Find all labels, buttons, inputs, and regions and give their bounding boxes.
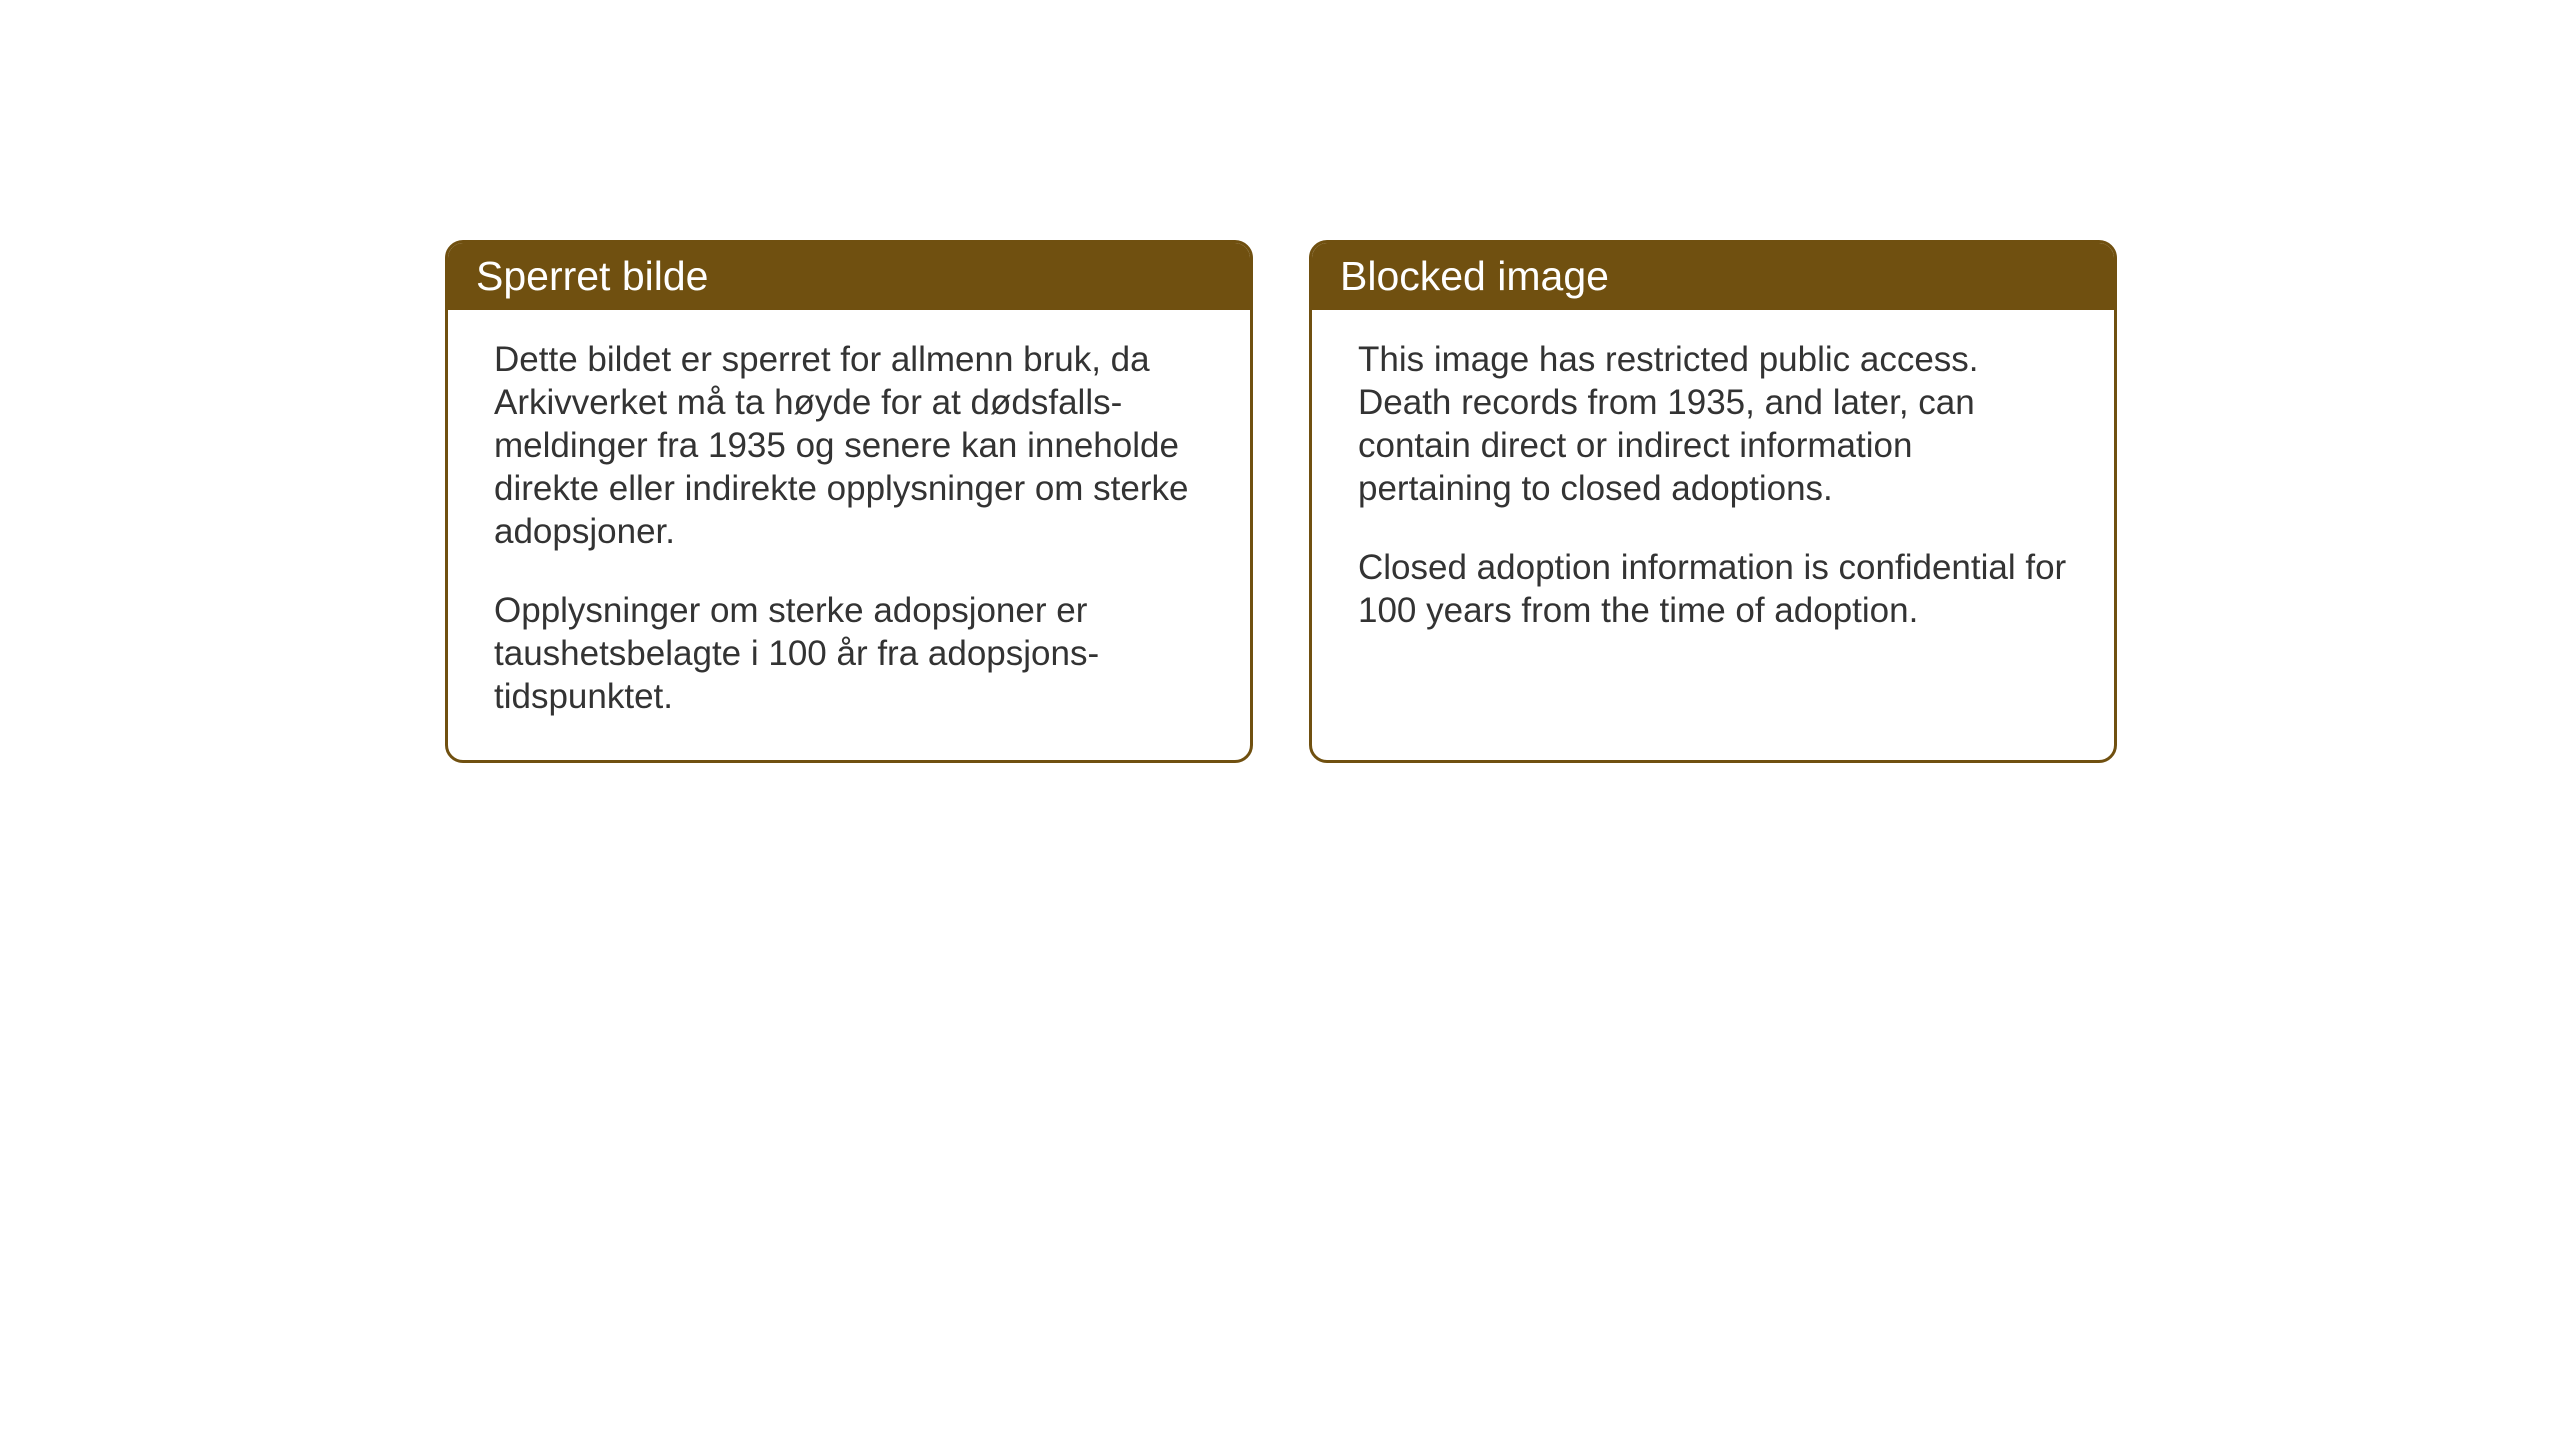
english-card-title: Blocked image [1340,253,1609,299]
norwegian-paragraph-1: Dette bildet er sperret for allmenn bruk… [494,338,1204,553]
english-paragraph-2: Closed adoption information is confident… [1358,546,2068,632]
norwegian-paragraph-2: Opplysninger om sterke adopsjoner er tau… [494,589,1204,718]
english-card: Blocked image This image has restricted … [1309,240,2117,763]
english-card-body: This image has restricted public access.… [1312,310,2114,730]
english-paragraph-1: This image has restricted public access.… [1358,338,2068,510]
english-card-header: Blocked image [1312,243,2114,310]
norwegian-card: Sperret bilde Dette bildet er sperret fo… [445,240,1253,763]
norwegian-card-title: Sperret bilde [476,253,708,299]
norwegian-card-body: Dette bildet er sperret for allmenn bruk… [448,310,1250,760]
cards-container: Sperret bilde Dette bildet er sperret fo… [445,240,2117,763]
norwegian-card-header: Sperret bilde [448,243,1250,310]
